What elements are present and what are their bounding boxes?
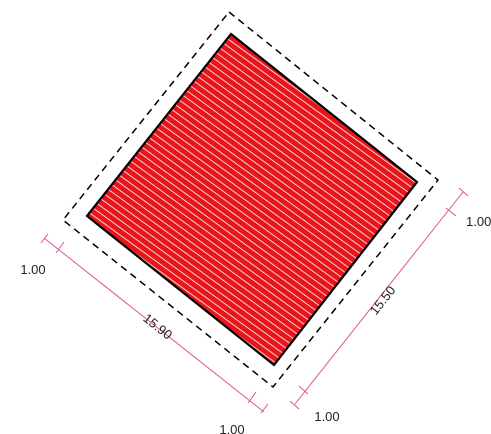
dimension-label-side-b: 15.50 — [366, 283, 398, 318]
hatched-parcel — [85, 32, 419, 367]
dimension-side-a — [40, 233, 269, 414]
dimension-side-b — [289, 187, 469, 410]
dimension-label-offset-bottom-right: 1.00 — [314, 409, 339, 424]
dimension-label-offset-left: 1.00 — [20, 262, 45, 277]
offset-boundary — [61, 10, 440, 389]
dimension-label-offset-bottom-left: 1.00 — [219, 422, 244, 434]
dimension-label-offset-right: 1.00 — [466, 214, 491, 229]
